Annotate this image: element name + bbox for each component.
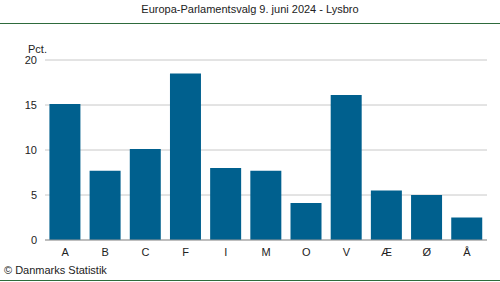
svg-text:Ø: Ø bbox=[422, 246, 431, 258]
html-text:Europa-Parlamentsvalg 9. juni: Europa-Parlamentsvalg 9. juni 2024 - Lys… bbox=[141, 3, 359, 15]
html-text:© Danmarks Statistik: © Danmarks Statistik bbox=[4, 264, 107, 276]
svg-text:O: O bbox=[302, 246, 311, 258]
svg-text:20: 20 bbox=[25, 54, 37, 66]
svg-text:B: B bbox=[102, 246, 109, 258]
svg-text:V: V bbox=[343, 246, 351, 258]
svg-text:0: 0 bbox=[31, 234, 37, 246]
svg-text:10: 10 bbox=[25, 144, 37, 156]
svg-text:Æ: Æ bbox=[381, 246, 392, 258]
svg-text:F: F bbox=[182, 246, 189, 258]
svg-text:5: 5 bbox=[31, 189, 37, 201]
svg-text:15: 15 bbox=[25, 99, 37, 111]
html-text:Pct.: Pct. bbox=[28, 43, 47, 55]
svg-text:Å: Å bbox=[463, 246, 471, 258]
svg-text:I: I bbox=[224, 246, 227, 258]
svg-text:C: C bbox=[141, 246, 149, 258]
svg-text:A: A bbox=[61, 246, 69, 258]
svg-text:M: M bbox=[261, 246, 270, 258]
